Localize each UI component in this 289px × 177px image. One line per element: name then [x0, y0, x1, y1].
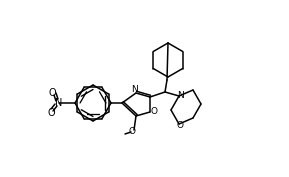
Text: O: O: [47, 108, 55, 118]
Text: N: N: [55, 98, 63, 108]
Text: N: N: [177, 92, 184, 101]
Text: N: N: [131, 85, 138, 95]
Text: O: O: [177, 121, 184, 130]
Text: O: O: [48, 88, 56, 98]
Text: O: O: [129, 127, 136, 136]
Text: O: O: [151, 107, 158, 116]
